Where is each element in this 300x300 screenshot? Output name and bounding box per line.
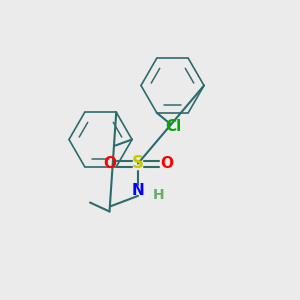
Text: Cl: Cl [165, 119, 181, 134]
Text: O: O [160, 156, 173, 171]
Text: O: O [103, 156, 116, 171]
Text: H: H [153, 188, 165, 202]
Text: N: N [132, 183, 144, 198]
Text: S: S [132, 154, 144, 172]
